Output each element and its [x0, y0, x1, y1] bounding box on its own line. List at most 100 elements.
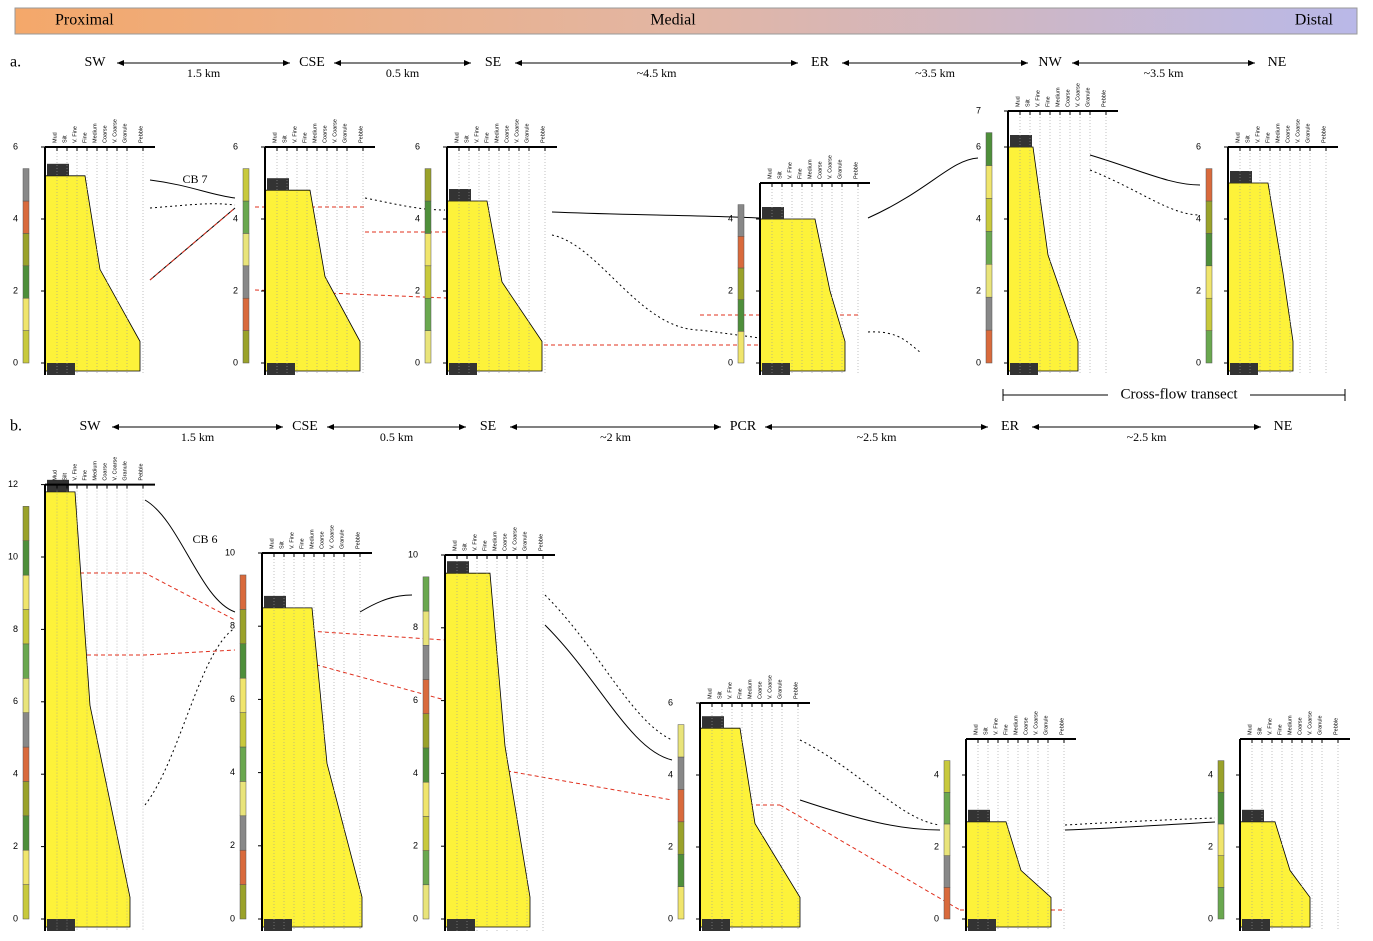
grain-size-label: V. Fine — [1255, 126, 1261, 143]
facies-strip — [944, 792, 950, 824]
grain-size-label: Coarse — [1285, 125, 1291, 143]
sandstone-fill — [447, 201, 542, 371]
grain-size-label: Mud — [52, 470, 58, 481]
grain-size-label: Mud — [452, 540, 458, 551]
mud-block — [264, 596, 286, 608]
facies-strip — [678, 725, 684, 757]
facies-strip — [1218, 792, 1224, 824]
facies-strip — [423, 645, 429, 679]
grain-size-label: Pebble — [793, 682, 799, 699]
sandstone-fill — [265, 190, 360, 371]
grain-size-label: Fine — [1003, 724, 1009, 735]
grain-size-label: Silt — [1025, 99, 1031, 107]
facies-strip — [986, 297, 992, 330]
facies-strip — [243, 298, 249, 330]
mud-block — [264, 919, 292, 931]
mud-block — [47, 919, 75, 931]
grain-size-label: Fine — [302, 132, 308, 143]
grain-size-label: Pebble — [138, 126, 144, 143]
grain-size-label: Granule — [524, 123, 530, 143]
facies-strip — [23, 816, 29, 850]
facies-strip — [23, 781, 29, 815]
panel-label: a. — [10, 54, 21, 71]
station-label: PCR — [730, 419, 757, 434]
facies-strip — [23, 331, 29, 363]
depth-tick-label: 0 — [1208, 913, 1213, 923]
distance-label: 1.5 km — [181, 430, 215, 444]
grain-size-label: Granule — [122, 461, 128, 481]
depth-tick-label: 4 — [230, 767, 235, 777]
correlation-line — [1090, 155, 1200, 185]
grain-size-label: Pebble — [538, 534, 544, 551]
facies-strip — [23, 541, 29, 575]
grain-size-label: Silt — [1257, 727, 1263, 735]
grain-size-label: Fine — [797, 168, 803, 179]
depth-tick-label: 0 — [1196, 357, 1201, 367]
facies-strip — [986, 231, 992, 264]
grain-size-label: Pebble — [358, 126, 364, 143]
mud-block — [702, 716, 724, 728]
grain-size-label: V. Fine — [292, 126, 298, 143]
facies-strip — [425, 331, 431, 363]
grain-size-label: Coarse — [502, 533, 508, 551]
grain-size-label: Silt — [279, 541, 285, 549]
grain-size-label: Pebble — [1101, 90, 1107, 107]
facies-strip — [678, 789, 684, 821]
correlation-line — [868, 158, 978, 218]
grain-size-label: Medium — [312, 123, 318, 143]
facies-strip — [243, 233, 249, 265]
depth-tick-label: 2 — [415, 285, 420, 295]
grain-size-label: Granule — [522, 531, 528, 551]
depth-tick-label: 6 — [13, 696, 18, 706]
grain-size-label: Silt — [983, 727, 989, 735]
grain-size-label: Silt — [717, 691, 723, 699]
facies-strip — [678, 854, 684, 886]
grain-size-label: V. Coarse — [1295, 119, 1301, 143]
mud-block — [1242, 810, 1264, 822]
facies-strip — [986, 166, 992, 199]
grain-size-label: V. Fine — [72, 126, 78, 143]
facies-strip — [678, 887, 684, 919]
grain-size-label: Mud — [1235, 132, 1241, 143]
grain-size-label: Medium — [92, 461, 98, 481]
depth-tick-label: 4 — [233, 213, 238, 223]
grain-size-label: V. Fine — [472, 534, 478, 551]
facies-strip — [1218, 824, 1224, 856]
depth-tick-label: 2 — [976, 285, 981, 295]
facies-strip — [738, 331, 744, 363]
depth-tick-label: 0 — [668, 913, 673, 923]
grain-size-label: V. Fine — [787, 162, 793, 179]
facies-strip — [243, 169, 249, 201]
distance-label: ~2.5 km — [1127, 430, 1167, 444]
bed-label: CB 6 — [192, 532, 217, 546]
depth-tick-label: 2 — [230, 840, 235, 850]
facies-strip — [425, 298, 431, 330]
mud-block — [447, 919, 475, 931]
mud-block — [762, 363, 790, 375]
proximal-label: Proximal — [55, 12, 114, 29]
distal-label: Distal — [1295, 12, 1334, 29]
mud-block — [968, 919, 996, 931]
distance-label: ~2 km — [600, 430, 631, 444]
grain-size-label: Coarse — [504, 125, 510, 143]
grain-size-label: V. Coarse — [112, 457, 118, 481]
facies-strip — [240, 816, 246, 850]
grain-size-label: Pebble — [540, 126, 546, 143]
grain-size-label: V. Coarse — [1075, 83, 1081, 107]
grain-size-label: Granule — [1305, 123, 1311, 143]
grain-size-label: V. Fine — [727, 682, 733, 699]
mud-block — [1242, 919, 1270, 931]
mud-block — [968, 810, 990, 822]
station-label: CSE — [292, 419, 318, 434]
depth-tick-label: 2 — [1196, 285, 1201, 295]
grain-size-label: Pebble — [138, 463, 144, 480]
grain-size-label: Medium — [494, 123, 500, 143]
grain-size-label: Granule — [1317, 715, 1323, 735]
depth-tick-label: 10 — [8, 551, 18, 561]
mud-block — [702, 919, 730, 931]
grain-size-label: Coarse — [102, 125, 108, 143]
grain-size-label: V. Fine — [474, 126, 480, 143]
mud-block — [1010, 363, 1038, 375]
depth-tick-label: 4 — [13, 213, 18, 223]
depth-tick-label: 6 — [1196, 141, 1201, 151]
